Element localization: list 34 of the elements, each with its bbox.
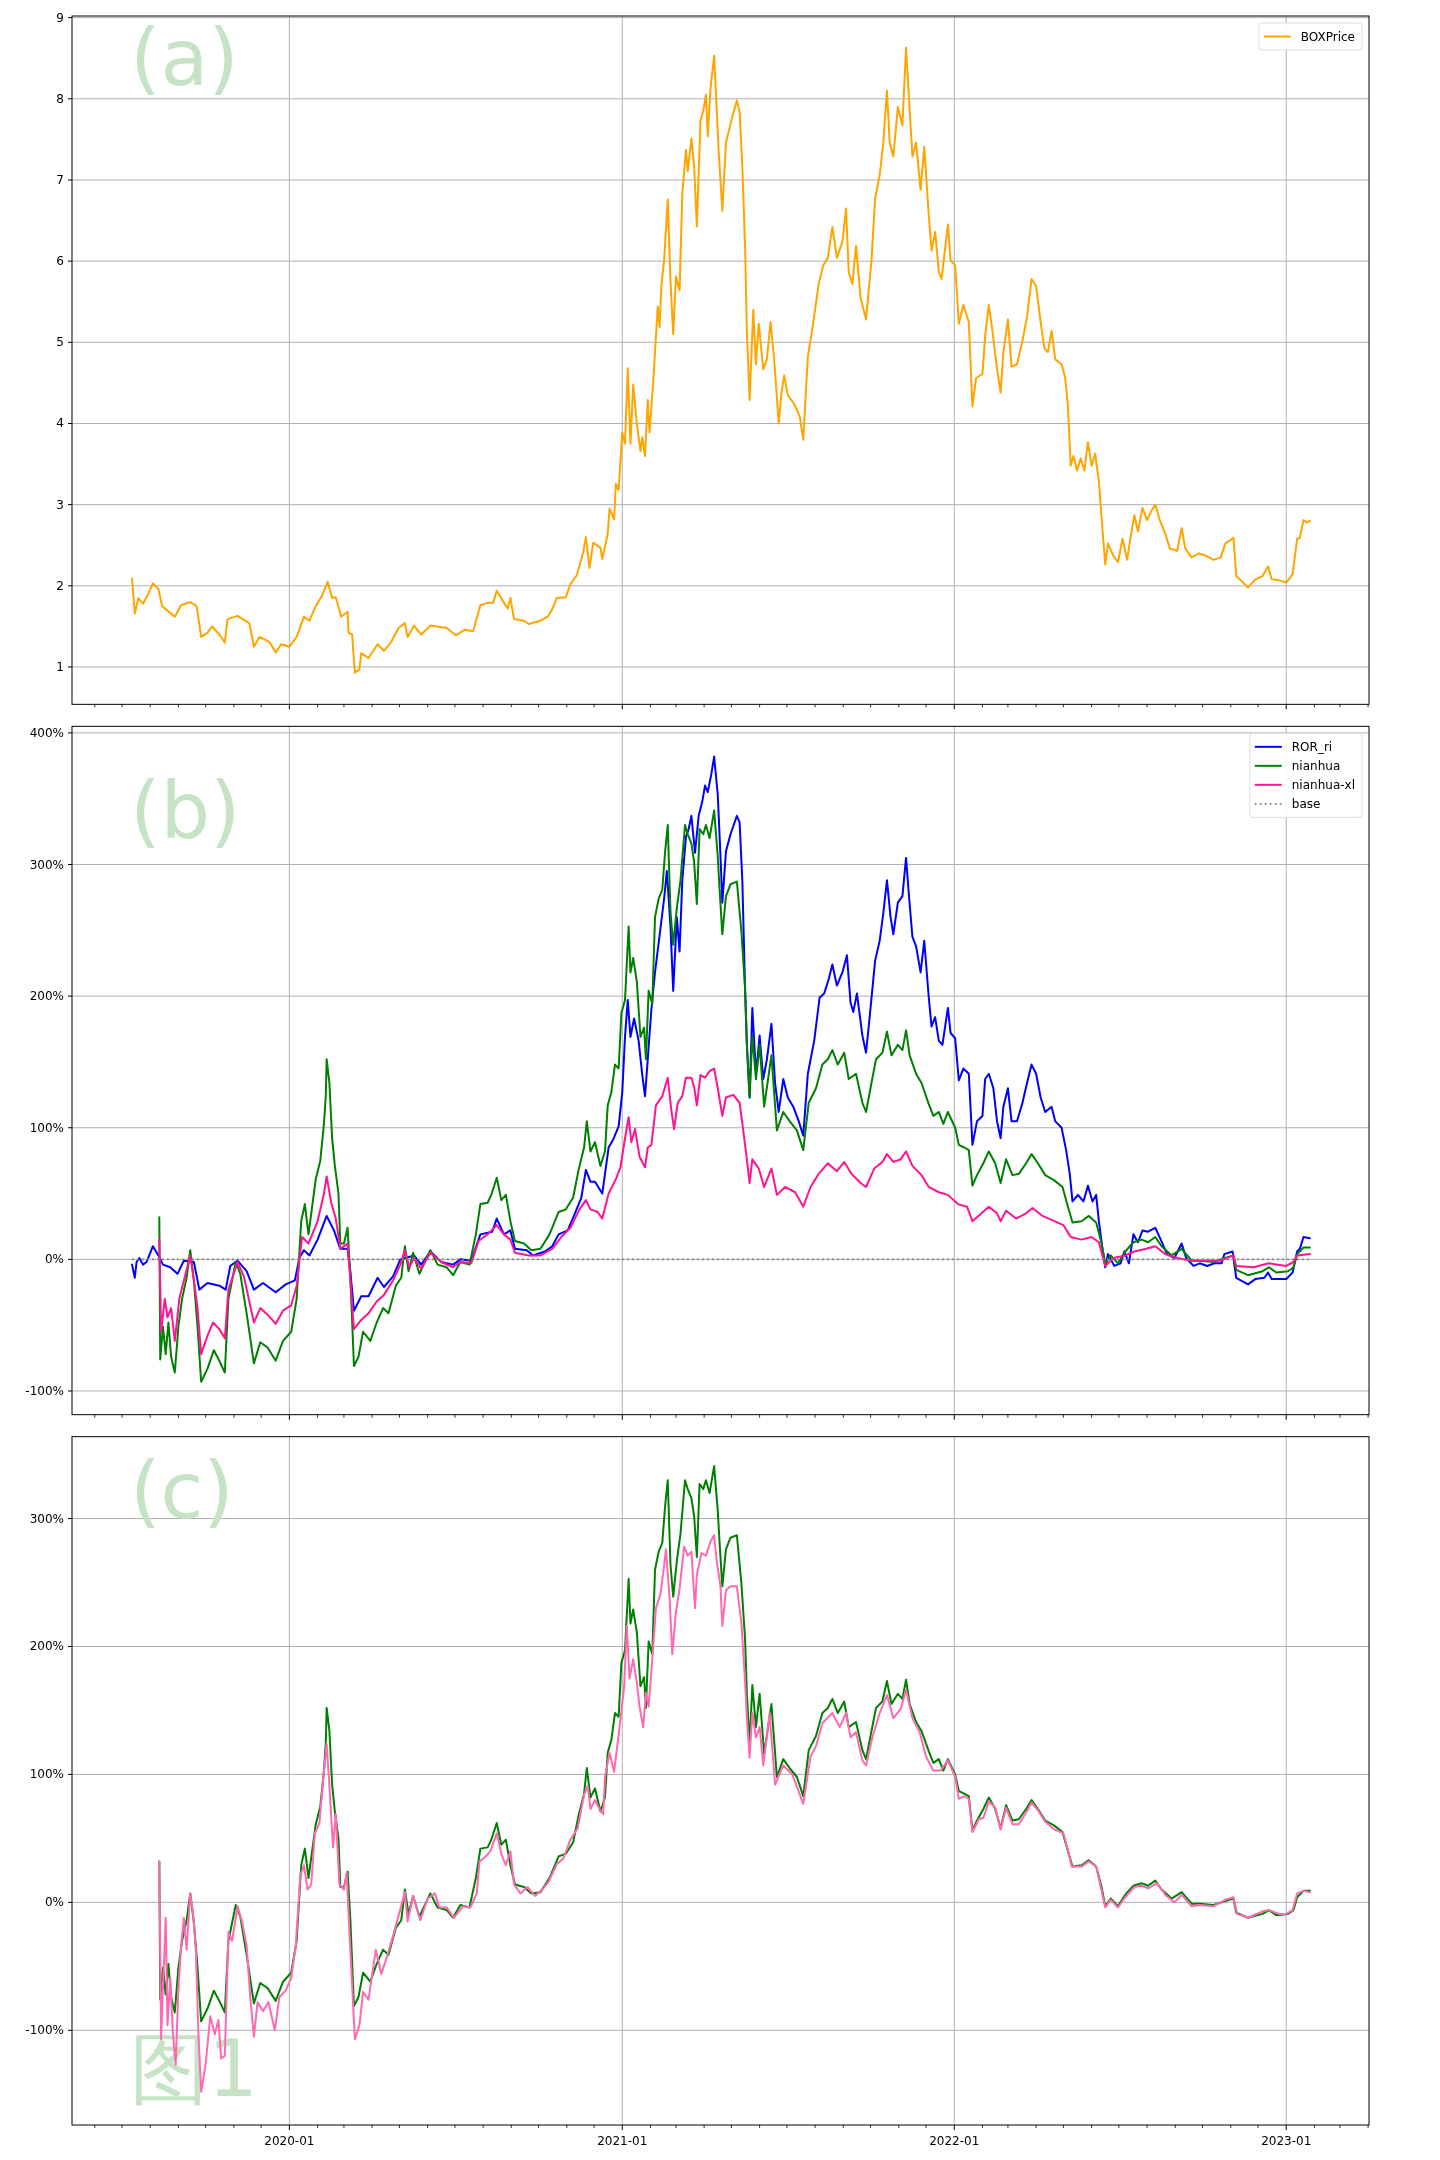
- y-tick-label: 300%: [29, 857, 64, 872]
- annotation: (a): [130, 13, 239, 104]
- y-tick-label: 0%: [44, 1895, 64, 1910]
- y-tick-label: 400%: [29, 725, 64, 740]
- y-tick-label: 300%: [29, 1511, 64, 1526]
- legend-label: nianhua-xl: [1291, 777, 1355, 792]
- y-tick-label: 200%: [29, 989, 64, 1004]
- x-tick-label: 2020-01: [264, 2134, 315, 2148]
- y-tick-label: 6: [56, 254, 64, 269]
- y-tick-label: 4: [56, 416, 64, 431]
- x-tick-label: 2022-01: [929, 2134, 980, 2148]
- y-tick-label: 2: [56, 578, 64, 593]
- y-tick-label: 200%: [29, 1639, 64, 1654]
- x-tick-label: 2021-01: [597, 2134, 648, 2148]
- y-tick-label: 100%: [29, 1120, 64, 1135]
- legend-label: base: [1291, 796, 1321, 811]
- annotation: (c): [130, 1445, 234, 1536]
- x-tick-label: 2023-01: [1261, 2134, 1312, 2148]
- y-tick-label: 5: [56, 335, 64, 350]
- legend-label: nianhua: [1291, 758, 1341, 773]
- annotation: (b): [130, 765, 241, 856]
- y-tick-label: -100%: [25, 1383, 64, 1398]
- legend-label: BOXPrice: [1300, 29, 1355, 44]
- y-tick-label: 9: [56, 10, 64, 25]
- y-tick-label: 0%: [44, 1252, 64, 1267]
- annotation: 图1: [130, 2024, 258, 2114]
- y-tick-label: 7: [56, 172, 64, 187]
- legend-label: ROR_ri: [1291, 739, 1333, 754]
- line-series: [158, 1067, 1311, 1356]
- y-tick-label: 8: [56, 91, 64, 106]
- y-tick-label: 100%: [29, 1767, 64, 1782]
- y-tick-label: -100%: [25, 2023, 64, 2038]
- y-tick-label: 1: [56, 659, 64, 674]
- y-tick-label: 3: [56, 497, 64, 512]
